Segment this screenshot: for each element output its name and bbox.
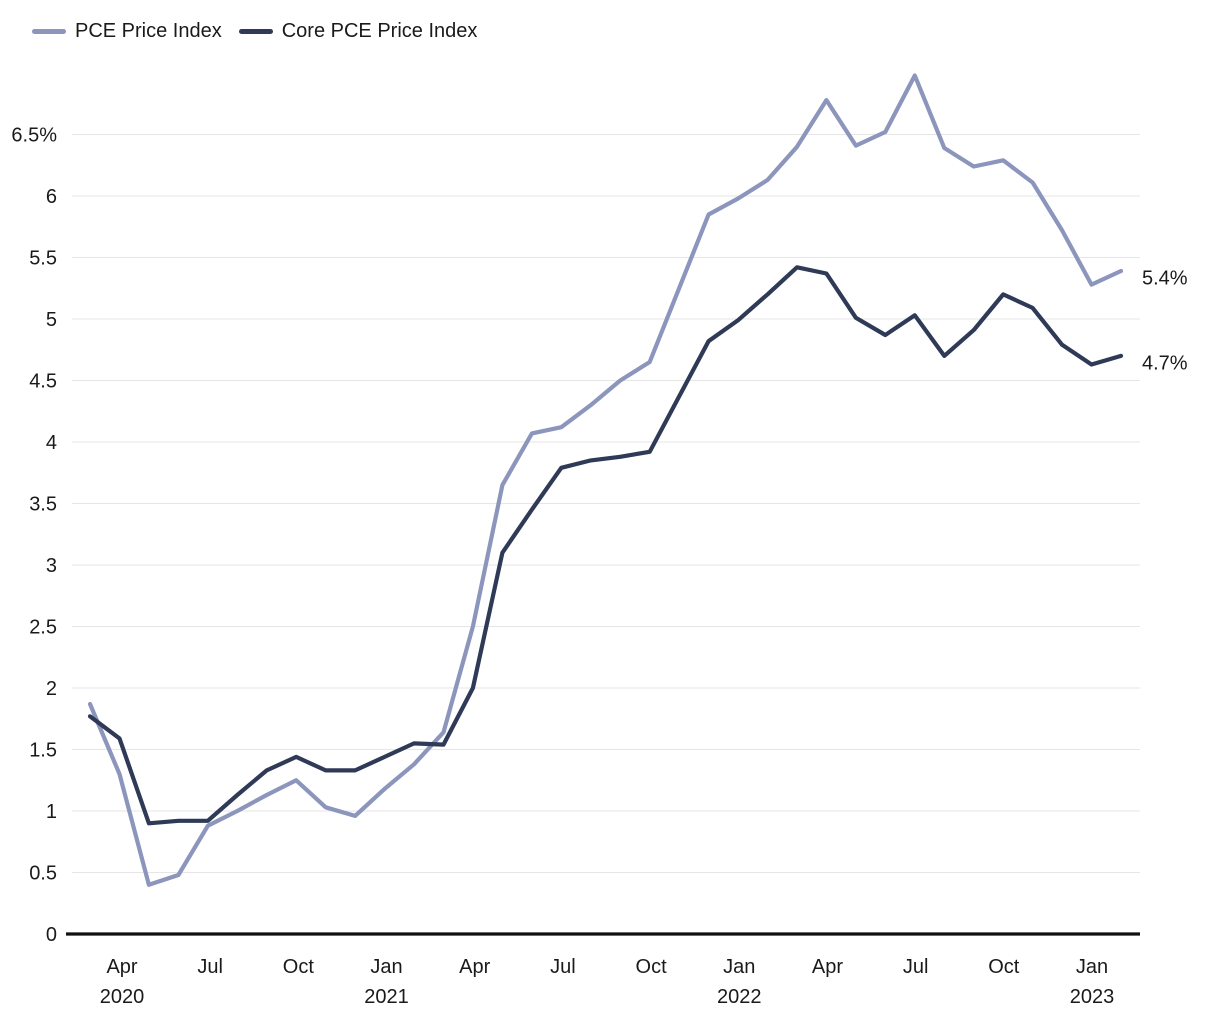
chart-legend: PCE Price Index Core PCE Price Index bbox=[32, 20, 477, 43]
y-axis-label: 5.5 bbox=[29, 248, 57, 270]
y-axis-label: 2.5 bbox=[29, 617, 57, 639]
x-tick-year-label: 2021 bbox=[364, 986, 409, 1008]
x-tick-label: Jul bbox=[550, 956, 576, 978]
x-tick-year-label: 2022 bbox=[717, 986, 762, 1008]
core-pce-end-value-label: 4.7% bbox=[1142, 352, 1188, 374]
x-tick-label: Apr bbox=[812, 956, 843, 978]
y-axis-label: 2 bbox=[46, 678, 57, 700]
y-axis-label: 4 bbox=[46, 432, 57, 454]
y-axis-label: 6 bbox=[46, 186, 57, 208]
x-tick-label: Apr bbox=[459, 956, 490, 978]
x-tick-year-label: 2020 bbox=[100, 986, 145, 1008]
x-tick-year-label: 2023 bbox=[1070, 986, 1115, 1008]
y-axis-label: 1 bbox=[46, 801, 57, 823]
y-axis-label: 6.5% bbox=[11, 125, 57, 147]
y-axis-label: 3 bbox=[46, 555, 57, 577]
legend-label-pce: PCE Price Index bbox=[75, 20, 222, 42]
y-axis-label: 0.5 bbox=[29, 863, 57, 885]
y-axis-label: 1.5 bbox=[29, 740, 57, 762]
x-tick-label: Oct bbox=[283, 956, 315, 978]
legend-label-core-pce: Core PCE Price Index bbox=[281, 20, 478, 42]
pce-line-swatch bbox=[32, 29, 66, 34]
x-tick-label: Oct bbox=[636, 956, 668, 978]
pce-end-value-label: 5.4% bbox=[1142, 268, 1188, 290]
core-pce-line-swatch bbox=[238, 29, 273, 34]
legend-item-pce: PCE Price Index bbox=[32, 20, 222, 43]
pce-line bbox=[87, 73, 1124, 887]
legend-item-core-pce: Core PCE Price Index bbox=[238, 20, 478, 43]
y-axis-label: 0 bbox=[46, 924, 57, 946]
y-axis-label: 5 bbox=[46, 309, 57, 331]
x-tick-label: Jan bbox=[1076, 956, 1108, 978]
y-axis-label: 4.5 bbox=[29, 371, 57, 393]
x-tick-label: Jan bbox=[370, 956, 402, 978]
x-tick-label: Jul bbox=[903, 956, 929, 978]
x-tick-label: Apr bbox=[106, 956, 137, 978]
x-tick-label: Oct bbox=[988, 956, 1020, 978]
x-tick-label: Jul bbox=[197, 956, 223, 978]
y-axis-label: 3.5 bbox=[29, 494, 57, 516]
x-tick-label: Jan bbox=[723, 956, 755, 978]
core-pce-line bbox=[87, 265, 1124, 826]
